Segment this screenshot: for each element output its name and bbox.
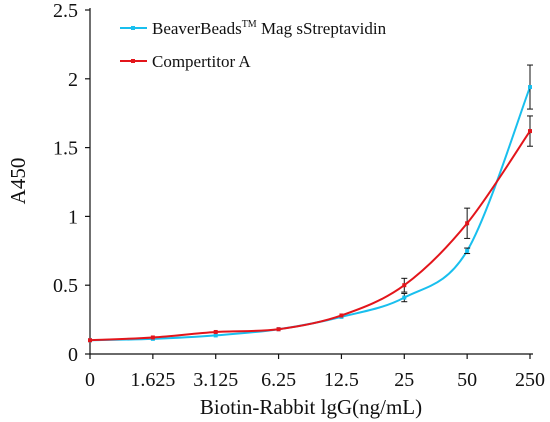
axes <box>89 8 533 355</box>
data-point <box>150 335 155 340</box>
legend-marker-competitor-a <box>131 59 135 63</box>
y-tick-label: 2 <box>68 69 78 91</box>
x-tick-label: 50 <box>457 369 477 391</box>
legend-marker-beaverbeads <box>131 26 135 30</box>
series-1 <box>88 115 533 343</box>
data-point <box>402 295 407 300</box>
y-tick-label: 2.5 <box>53 0 78 22</box>
x-axis-title: Biotin-Rabbit lgG(ng/mL) <box>200 395 422 419</box>
series-line <box>89 130 531 342</box>
series-layer <box>88 64 533 343</box>
x-tick-label: 250 <box>515 369 545 391</box>
y-tick-label: 1.5 <box>53 138 78 160</box>
data-point <box>465 221 470 226</box>
y-axis-title: A450 <box>6 158 30 205</box>
data-point <box>402 283 407 288</box>
x-tick-label: 1.625 <box>130 369 175 391</box>
legend-item-beaverbeads: BeaverBeadsTM Mag sStreptavidin <box>120 19 387 38</box>
data-point <box>465 248 470 253</box>
data-point <box>88 338 92 343</box>
legend-label-competitor-a: Compertitor A <box>152 52 251 71</box>
x-tick-label: 3.125 <box>193 369 238 391</box>
x-tick-label: 6.25 <box>261 369 296 391</box>
data-point <box>213 329 218 334</box>
data-point <box>528 129 532 134</box>
x-tick-label: 25 <box>394 369 414 391</box>
legend-label-beaverbeads: BeaverBeadsTM Mag sStreptavidin <box>152 19 387 38</box>
x-tick-label: 12.5 <box>324 369 359 391</box>
data-point <box>213 333 218 338</box>
data-point <box>528 85 532 90</box>
data-point <box>339 313 344 318</box>
series-line <box>89 86 531 342</box>
series-0 <box>88 64 533 343</box>
y-tick-label: 1 <box>68 206 78 228</box>
x-tick-label: 0 <box>85 369 95 391</box>
y-tick-label: 0 <box>68 344 78 366</box>
x-ticks: 0 1.625 3.125 6.25 12.5 25 50 250 <box>85 354 545 391</box>
data-point <box>276 327 281 332</box>
y-tick-label: 0.5 <box>53 275 78 297</box>
legend: BeaverBeadsTM Mag sStreptavidin Comperti… <box>120 19 387 71</box>
legend-item-competitor-a: Compertitor A <box>120 52 251 71</box>
y-ticks: 0 0.5 1 1.5 2 2.5 <box>53 0 90 366</box>
